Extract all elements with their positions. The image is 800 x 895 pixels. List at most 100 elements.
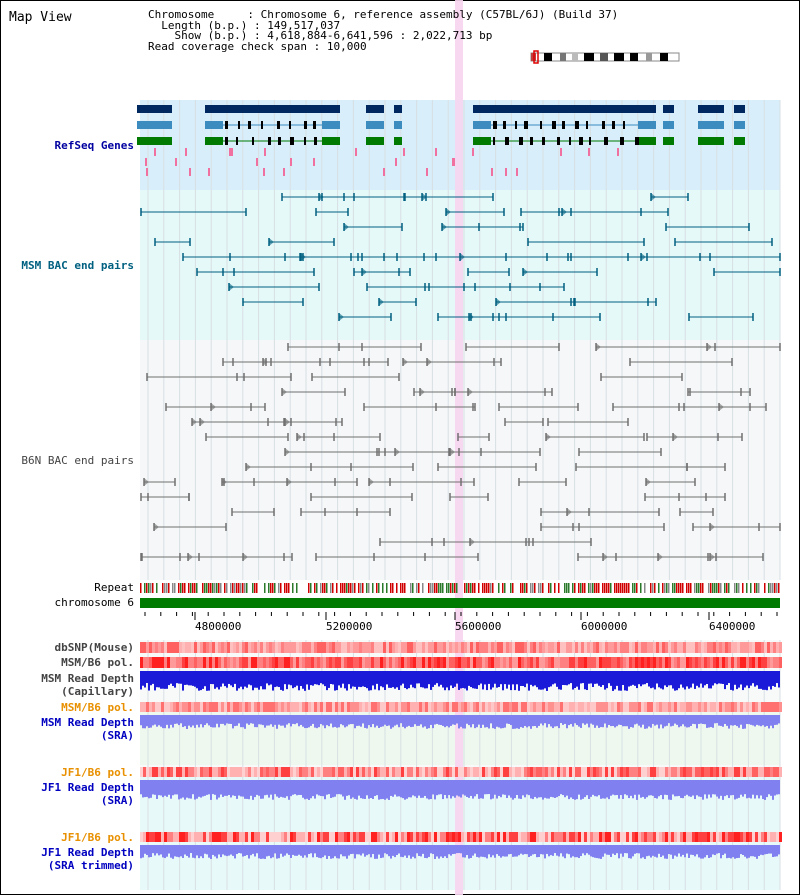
- jf1-b6-pol-2-cell: [236, 832, 239, 842]
- msm-depth-capillary-bar: [704, 671, 706, 686]
- jf1-b6-pol-2-cell: [302, 832, 305, 842]
- jf1-depth-sra-bar: [410, 780, 412, 798]
- gene-exon: [322, 137, 340, 145]
- msm-depth-sra-bar: [580, 715, 582, 728]
- msm-b6-pol-2-cell: [695, 702, 698, 712]
- jf1-pol-label-2[interactable]: JF1/B6 pol.: [61, 831, 134, 844]
- jf1-b6-pol-2-cell: [362, 832, 365, 842]
- msm-b6-pol-label-2[interactable]: MSM/B6 pol.: [61, 701, 134, 714]
- dbsnp-cell: [200, 642, 203, 653]
- jf1-depth-trimmed-bar: [390, 845, 392, 859]
- msm-b6-pol-2-cell: [536, 702, 539, 712]
- msm-b6-pol-cell: [290, 657, 293, 668]
- msm-depth-capillary-label-1[interactable]: MSM Read Depth: [41, 672, 134, 685]
- jf1-b6-pol-2-cell: [500, 832, 503, 842]
- repeat-mark: [448, 583, 450, 593]
- jf1-b6-pol-2-cell: [461, 832, 464, 842]
- jf1-depth-trim-label-1[interactable]: JF1 Read Depth: [41, 846, 134, 859]
- jf1-depth-trimmed-bar: [536, 845, 538, 858]
- dbsnp-label[interactable]: dbSNP(Mouse): [54, 641, 134, 654]
- dbsnp-cell: [560, 642, 563, 653]
- repeat-mark: [324, 583, 326, 593]
- msm-depth-capillary-bar: [226, 671, 228, 688]
- repeat-mark: [644, 583, 646, 593]
- jf1-depth-trimmed-bar: [324, 845, 326, 856]
- msm-b6-pol-2-cell: [701, 702, 704, 712]
- msm-b6-pol-2-cell: [413, 702, 416, 712]
- msm-depth-capillary-bar: [214, 671, 216, 689]
- msm-depth-capillary-bar: [592, 671, 594, 688]
- jf1-depth-trimmed-bar: [342, 845, 344, 857]
- jf1-depth-sra-bar: [632, 780, 634, 799]
- jf1-b6-pol-cell: [686, 767, 689, 777]
- gene-exon: [706, 121, 724, 129]
- msm-depth-capillary-bar: [618, 671, 620, 691]
- msm-b6-pol-2-cell: [176, 702, 179, 712]
- dbsnp-cell: [395, 642, 398, 653]
- jf1-depth-sra-bar: [618, 780, 620, 799]
- gene-exon: [366, 121, 384, 129]
- b6n-bac-label[interactable]: B6N BAC end pairs: [21, 454, 134, 467]
- jf1-depth-sra-bar: [688, 780, 690, 797]
- jf1-depth-trimmed-bar: [762, 845, 764, 856]
- msm-bac-end-arrow: [442, 223, 447, 231]
- jf1-depth-sra-bar: [470, 780, 472, 796]
- jf1-depth-sra-bar: [694, 780, 696, 800]
- gene-exon: [205, 105, 340, 113]
- jf1-depth-trimmed-bar: [586, 845, 588, 854]
- jf1-depth-trimmed-bar: [212, 845, 214, 855]
- msm-b6-pol-2-cell: [386, 702, 389, 712]
- jf1-b6-pol-2-cell: [635, 832, 638, 842]
- msm-depth-sra-bar: [576, 715, 578, 726]
- msm-b6-pol-2-cell: [287, 702, 290, 712]
- msm-b6-pol-2-cell: [740, 702, 743, 712]
- msm-b6-pol-2-cell: [737, 702, 740, 712]
- msm-depth-sra-bar: [198, 715, 200, 728]
- jf1-depth-sra-bar: [382, 780, 384, 799]
- jf1-b6-pol-2-cell: [179, 832, 182, 842]
- gene-exon: [542, 137, 545, 145]
- b6n-bac-end-arrow: [246, 463, 251, 471]
- msm-b6-pol-2-cell: [662, 702, 665, 712]
- msm-b6-pol-label[interactable]: MSM/B6 pol.: [61, 656, 134, 669]
- msm-b6-pol-2-cell: [674, 702, 677, 712]
- jf1-depth-sra-bar: [446, 780, 448, 799]
- jf1-b6-pol-2-cell: [356, 832, 359, 842]
- gene-exon: [278, 137, 281, 145]
- msm-depth-sra-bar: [224, 715, 226, 726]
- msm-depth-sra-bar: [206, 715, 208, 724]
- span-value: 10,000: [326, 39, 367, 53]
- msm-depth-capillary-bar: [390, 671, 392, 688]
- msm-depth-sra-bar: [190, 715, 192, 728]
- msm-b6-pol-cell: [221, 657, 224, 668]
- msm-b6-pol-2-cell: [305, 702, 308, 712]
- dbsnp-cell: [254, 642, 257, 653]
- refseq-genes-label[interactable]: RefSeq Genes: [54, 139, 134, 152]
- jf1-b6-pol-cell: [560, 767, 563, 777]
- jf1-pol-label[interactable]: JF1/B6 pol.: [61, 766, 134, 779]
- msm-depth-sra-bar: [538, 715, 540, 726]
- msm-b6-pol-2-cell: [443, 702, 446, 712]
- repeat-mark: [358, 583, 360, 593]
- jf1-b6-pol-2-cell: [482, 832, 485, 842]
- msm-depth-sra-bar: [744, 715, 746, 729]
- jf1-b6-pol-2-cell: [218, 832, 221, 842]
- jf1-depth-sra-label-1[interactable]: JF1 Read Depth: [41, 781, 134, 794]
- repeat-mark: [664, 583, 666, 593]
- msm-depth-sra-label-1[interactable]: MSM Read Depth: [41, 716, 134, 729]
- repeat-mark: [372, 583, 374, 593]
- msm-depth-capillary-bar: [504, 671, 506, 685]
- jf1-b6-pol-2-cell: [749, 832, 752, 842]
- jf1-b6-pol-2-cell: [731, 832, 734, 842]
- msm-bac-label[interactable]: MSM BAC end pairs: [21, 259, 134, 272]
- jf1-b6-pol-2-cell: [167, 832, 170, 842]
- jf1-depth-sra-bar: [306, 780, 308, 799]
- msm-depth-sra-bar: [570, 715, 572, 725]
- gene-exon: [663, 105, 674, 113]
- jf1-depth-trimmed-bar: [344, 845, 346, 857]
- msm-depth-capillary-bar: [684, 671, 686, 690]
- jf1-depth-trimmed-bar: [560, 845, 562, 854]
- jf1-depth-trimmed-bar: [144, 845, 146, 854]
- jf1-b6-pol-2-cell: [740, 832, 743, 842]
